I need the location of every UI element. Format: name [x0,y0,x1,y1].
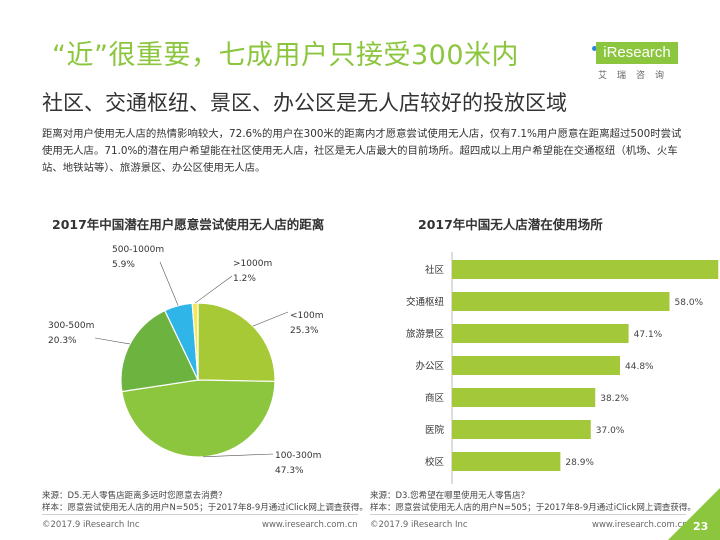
bar-value-label: 37.0% [596,426,625,436]
footer-copyright-right: ©2017.9 iResearch Inc [370,520,468,530]
pie-chart-title: 2017年中国潜在用户愿意尝试使用无人店的距离 [52,217,325,232]
page-subtitle: 社区、交通枢纽、景区、办公区是无人店较好的投放区域 [42,91,567,115]
pie-slice-value: 47.3% [275,466,304,476]
bar-category-label: 商区 [425,392,445,404]
footer-copyright-left: ©2017.9 iResearch Inc [42,520,140,530]
bar [452,388,596,407]
footer-url-right: www.iresearch.com.cn [592,520,688,530]
pie-slice-value: 25.3% [290,326,319,336]
source-note-right: 来源：D3.您希望在哪里使用无人零售店？ 样本：愿意尝试使用无人店的用户N=50… [370,490,696,514]
bar-category-label: 旅游景区 [406,328,445,340]
pie-leader-line [252,311,289,327]
bar-value-label: 38.2% [600,394,629,404]
bar-value-label: 47.1% [634,330,663,340]
pie-slice-value: 1.2% [233,274,256,284]
bar [452,260,719,279]
bar-value-label: 28.9% [565,458,594,468]
pie-slice-label: 500-1000m [112,245,164,255]
bar [452,356,620,375]
distance-pie-chart: <100m 25.3% 100-300m 47.3% 300-500m 20.3% 500-… [48,245,324,476]
pie-leader-line [194,275,233,304]
bar [452,420,591,439]
bar [452,324,629,343]
source-right-line1: 来源：D3.您希望在哪里使用无人零售店？ [370,491,530,501]
pie-leader-line [159,261,179,306]
footer-divider-left [42,514,358,515]
pie-slice-label: 300-500m [48,321,94,331]
bar-category-label: 社区 [425,264,445,276]
pie-slice [197,302,276,383]
bar-value-label: 44.8% [625,362,654,372]
location-bar-chart: 社区71.0%交通枢纽58.0%旅游景区47.1%办公区44.8%商区38.2%… [406,252,719,484]
footer-divider-right [370,514,686,515]
bar [452,292,670,311]
source-right-line2: 样本：愿意尝试使用无人店的用户N=505；于2017年8-9月通过iClick网… [370,503,696,513]
bar-category-label: 医院 [425,424,445,436]
pie-slice-value: 5.9% [112,260,135,270]
pie-slice-label: >1000m [233,259,272,269]
iresearch-logo: iResearch [596,42,678,64]
pie-slice-label: 100-300m [275,451,321,461]
pie-leader-line [94,337,131,345]
bar-category-label: 交通枢纽 [406,296,445,308]
logo-dot-icon [592,46,597,51]
bar-value-label: 58.0% [675,298,704,308]
intro-paragraph: 距离对用户使用无人店的热情影响较大，72.6%的用户在300米的距离内才愿意尝试… [42,128,682,174]
bar [452,452,561,471]
page-number: 23 [693,520,709,533]
source-left-line1: 来源：D5.无人零售店距离多远时您愿意去消费？ [42,491,227,501]
source-left-line2: 样本：愿意尝试使用无人店的用户N=505；于2017年8-9月通过iClick网… [42,503,368,513]
bar-category-label: 校区 [425,456,445,468]
pie-slice [120,309,199,393]
pie-slice [121,379,276,458]
footer-url-left: www.iresearch.com.cn [262,520,358,530]
bar-category-label: 办公区 [415,360,444,372]
pie-slice-label: <100m [290,311,324,321]
pie-leader-line [203,453,274,458]
bar-chart-title: 2017年中国无人店潜在使用场所 [418,217,603,232]
page-title: “近”很重要，七成用户只接受300米内 [52,40,520,71]
source-note-left: 来源：D5.无人零售店距离多远时您愿意去消费？ 样本：愿意尝试使用无人店的用户N… [42,490,368,514]
pie-slice-value: 20.3% [48,336,77,346]
logo-chinese-name: 艾瑞咨询 [598,71,675,81]
